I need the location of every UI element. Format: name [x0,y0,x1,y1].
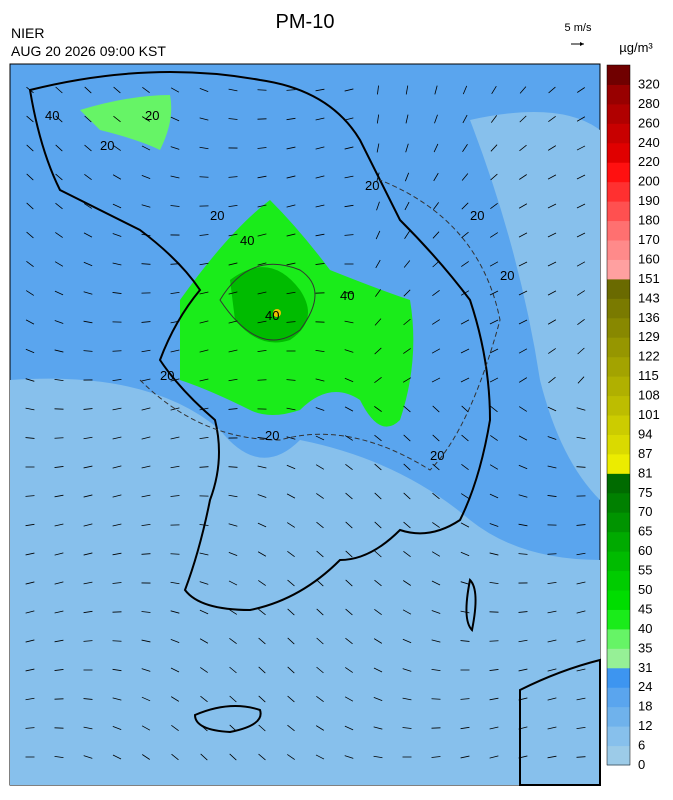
contour-label: 40 [265,308,279,323]
colorbar-segment [607,648,630,668]
colorbar-label: 240 [638,135,660,150]
colorbar: 0 6 12 18 24 31 35 40 45 50 55 60 65 70 75 81 87 94 101 108… [607,65,660,772]
contour-label: 20 [100,138,114,153]
colorbar-label: 160 [638,251,660,266]
colorbar-label: 31 [638,660,652,675]
colorbar-label: 40 [638,621,652,636]
contour-label: 40 [45,108,59,123]
colorbar-label: 81 [638,465,652,480]
contour-label: 20 [265,428,279,443]
colorbar-label: 190 [638,193,660,208]
colorbar-segment [607,707,630,727]
colorbar-label: 70 [638,504,652,519]
colorbar-label: 280 [638,96,660,111]
colorbar-label: 143 [638,290,660,305]
colorbar-label: 6 [638,738,645,753]
colorbar-label: 75 [638,485,652,500]
colorbar-segment [607,240,630,260]
colorbar-segment [607,687,630,707]
colorbar-label: 129 [638,329,660,344]
colorbar-label: 200 [638,174,660,189]
colorbar-label: 320 [638,76,660,91]
colorbar-segment [607,337,630,357]
colorbar-segment [607,629,630,649]
colorbar-segment [607,668,630,688]
colorbar-label: 108 [638,388,660,403]
colorbar-label: 35 [638,640,652,655]
colorbar-segment [607,201,630,221]
contour-label: 20 [430,448,444,463]
colorbar-segment [607,454,630,474]
map [10,64,600,785]
colorbar-segment [607,473,630,493]
colorbar-label: 24 [638,679,652,694]
colorbar-label: 45 [638,601,652,616]
colorbar-segment [607,298,630,318]
colorbar-label: 94 [638,426,652,441]
colorbar-segment [607,182,630,202]
colorbar-label: 136 [638,310,660,325]
colorbar-label: 12 [638,718,652,733]
colorbar-label: 87 [638,446,652,461]
colorbar-segment [607,259,630,279]
contour-label: 20 [145,108,159,123]
colorbar-segment [607,571,630,591]
title: PM-10 [276,11,335,33]
colorbar-label: 0 [638,757,645,772]
colorbar-segment [607,726,630,746]
colorbar-label: 170 [638,232,660,247]
colorbar-segment [607,143,630,163]
colorbar-segment [607,532,630,552]
contour-label: 40 [340,288,354,303]
colorbar-label: 60 [638,543,652,558]
contour-label: 20 [470,208,484,223]
colorbar-label: 122 [638,349,660,364]
colorbar-label: 151 [638,271,660,286]
colorbar-segment [607,84,630,104]
colorbar-label: 220 [638,154,660,169]
wind-scale-arrowhead [580,42,584,46]
colorbar-segment [607,123,630,143]
colorbar-label: 115 [638,368,659,383]
colorbar-label: 50 [638,582,652,597]
colorbar-segment [607,434,630,454]
contour-label: 20 [160,368,174,383]
colorbar-label: 101 [638,407,660,422]
colorbar-segment [607,590,630,610]
colorbar-segment [607,512,630,532]
colorbar-label: 180 [638,213,660,228]
unit: µg/m³ [619,40,653,55]
contour-label: 40 [240,233,254,248]
colorbar-segment [607,493,630,513]
colorbar-label: 260 [638,115,660,130]
contour-label: 20 [365,178,379,193]
contour-label: 20 [500,268,514,283]
colorbar-segment [607,318,630,338]
colorbar-segment [607,376,630,396]
contour-label: 20 [210,208,224,223]
colorbar-segment [607,162,630,182]
wind-arrow [113,351,122,352]
wind-scale: 5 m/s [565,22,592,34]
colorbar-label: 65 [638,524,652,539]
colorbar-label: 18 [638,699,652,714]
source: NIER [11,25,44,41]
wind-arrow [548,554,557,555]
colorbar-segment [607,551,630,571]
wind-arrow [258,380,267,381]
wind-arrow [200,177,209,178]
colorbar-segment [607,746,630,766]
colorbar-segment [607,357,630,377]
colorbar-segment [607,221,630,241]
colorbar-segment [607,609,630,629]
colorbar-segment [607,104,630,124]
colorbar-label: 55 [638,563,652,578]
colorbar-segment [607,415,630,435]
colorbar-segment [607,396,630,416]
colorbar-segment [607,279,630,299]
colorbar-segment [607,65,630,85]
timestamp: AUG 20 2026 09:00 KST [11,43,166,59]
